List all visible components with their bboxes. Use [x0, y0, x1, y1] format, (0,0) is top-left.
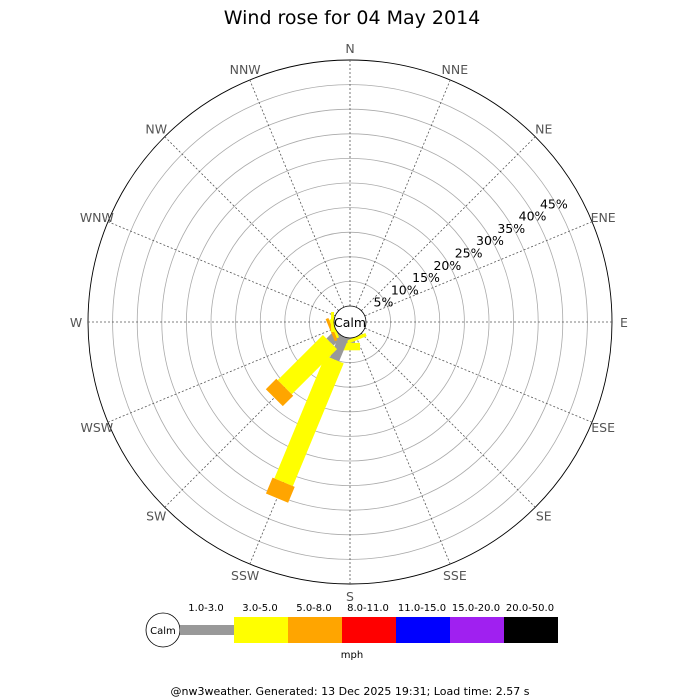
direction-label-sw: SW	[146, 509, 166, 524]
bar-ssw-bin3	[265, 477, 295, 503]
spoke-nnw	[249, 79, 345, 308]
legend-swatch-4	[396, 617, 450, 643]
direction-label-nw: NW	[145, 121, 167, 136]
direction-label-wnw: WNW	[80, 210, 114, 225]
legend-swatch-6	[504, 617, 558, 643]
legend-label-0: 1.0-3.0	[188, 603, 223, 614]
legend-swatch-1	[234, 617, 288, 643]
bar-ssw-bin2	[274, 355, 344, 487]
percent-labels: 5%10%15%20%25%30%35%40%45%	[374, 196, 568, 309]
percent-label: 45%	[540, 196, 568, 211]
bar-ssw-bin1	[329, 334, 349, 362]
direction-label-e: E	[620, 315, 628, 330]
calm-circle	[333, 305, 367, 339]
grid-ring	[235, 207, 465, 437]
legend-calm-label: Calm	[150, 626, 176, 637]
bar-sw-bin2	[277, 334, 338, 395]
legend-swatch-2	[288, 617, 342, 643]
direction-labels: N NNE NE ENE E ESE SE SSE S SSW SW WSW W WNW NW NNW	[70, 41, 628, 604]
spoke-ne	[361, 136, 536, 311]
legend-swatch-5	[450, 617, 504, 643]
spoke-ese	[364, 327, 593, 423]
direction-label-wsw: WSW	[81, 420, 114, 435]
percent-label: 40%	[519, 209, 547, 224]
percent-label: 20%	[433, 258, 461, 273]
direction-label-sse: SSE	[443, 568, 467, 583]
bar-w-bin2	[331, 312, 335, 332]
legend-label-2: 5.0-8.0	[296, 603, 331, 614]
percent-label: 15%	[412, 270, 440, 285]
direction-label-ene: ENE	[591, 210, 616, 225]
percent-label: 25%	[455, 246, 483, 261]
bar-s-bin2	[340, 342, 360, 351]
chart-title: Wind rose for 04 May 2014	[224, 7, 481, 29]
percent-label: 10%	[391, 282, 419, 297]
percent-label: 30%	[476, 233, 504, 248]
legend-label-5: 15.0-20.0	[452, 603, 500, 614]
direction-label-nne: NNE	[442, 62, 469, 77]
direction-label-s: S	[346, 589, 354, 604]
direction-label-ne: NE	[535, 121, 552, 136]
percent-label: 35%	[497, 221, 525, 236]
spoke-nw	[164, 136, 339, 311]
percent-label: 5%	[374, 295, 394, 310]
legend-swatch-0	[180, 625, 234, 635]
direction-label-ssw: SSW	[231, 568, 259, 583]
calm-center: Calm	[333, 305, 367, 339]
calm-label: Calm	[334, 315, 366, 330]
direction-label-nnw: NNW	[230, 62, 261, 77]
direction-label-se: SE	[536, 509, 552, 524]
legend-label-3: 8.0-11.0	[347, 603, 389, 614]
spoke-nne	[355, 79, 451, 308]
grid-ring	[185, 157, 515, 487]
bar-sw-bin3	[265, 378, 294, 407]
legend-units-label: mph	[341, 650, 363, 661]
wind-bars	[265, 312, 367, 503]
footer-text: @nw3weather. Generated: 13 Dec 2025 19:3…	[171, 685, 530, 698]
spoke-se	[361, 333, 536, 508]
legend-label-4: 11.0-15.0	[398, 603, 446, 614]
bar-sse-bin2	[346, 332, 367, 344]
spoke-ene	[364, 221, 593, 317]
direction-label-n: N	[345, 41, 354, 56]
legend-label-1: 3.0-5.0	[242, 603, 277, 614]
grid-ring	[210, 182, 490, 462]
direction-label-w: W	[70, 315, 82, 330]
speed-legend: Calm 1.0-3.0 3.0-5.0 5.0-8.0 8.0-11.0 11.0-1…	[145, 603, 558, 661]
legend-swatch-3	[342, 617, 396, 643]
spoke-wsw	[107, 327, 336, 423]
direction-label-ese: ESE	[591, 420, 615, 435]
legend-label-6: 20.0-50.0	[506, 603, 554, 614]
spoke-sse	[355, 336, 451, 565]
spoke-wnw	[107, 221, 336, 317]
